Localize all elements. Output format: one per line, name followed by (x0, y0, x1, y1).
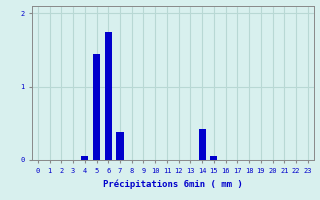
Bar (93, 54, 100, 160)
Bar (199, 129, 206, 160)
X-axis label: Précipitations 6min ( mm ): Précipitations 6min ( mm ) (103, 179, 243, 189)
Bar (105, 32, 112, 160)
Bar (81, 156, 88, 160)
Bar (210, 156, 217, 160)
Bar (116, 132, 124, 160)
